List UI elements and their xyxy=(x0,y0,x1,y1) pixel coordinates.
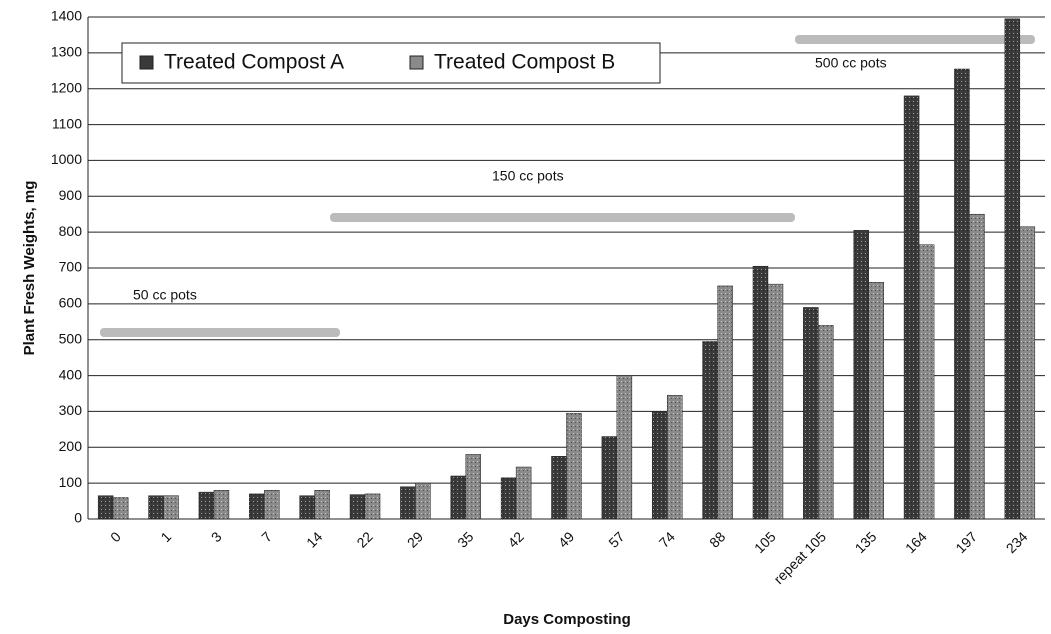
bar-texture xyxy=(652,411,668,519)
bar-texture xyxy=(853,230,869,519)
bar-texture xyxy=(667,395,683,519)
pot-bracket xyxy=(795,35,1035,44)
legend-swatch xyxy=(409,55,424,70)
legend-label: Treated Compost A xyxy=(164,51,344,74)
bar-texture xyxy=(767,284,783,519)
x-tick-label: 164 xyxy=(902,528,930,556)
y-tick-label: 1200 xyxy=(51,79,82,95)
bar-texture xyxy=(365,493,381,519)
x-axis-label: Days Composting xyxy=(503,611,631,628)
pot-bracket xyxy=(100,328,340,337)
x-tick-label: 88 xyxy=(706,528,728,550)
y-tick-label: 1300 xyxy=(51,44,82,60)
bar-texture xyxy=(551,456,567,519)
bar-texture xyxy=(954,68,970,519)
x-tick-label: 105 xyxy=(751,528,779,556)
bar-texture xyxy=(415,483,431,519)
bar-texture xyxy=(501,477,517,519)
bar-texture xyxy=(213,490,229,519)
bar-texture xyxy=(717,285,733,519)
pot-bracket xyxy=(330,213,795,222)
y-tick-label: 1000 xyxy=(51,151,82,167)
bar-texture xyxy=(314,490,330,519)
y-tick-label: 600 xyxy=(59,295,83,311)
y-tick-label: 100 xyxy=(59,474,83,490)
x-tick-label: 29 xyxy=(404,528,426,550)
legend-box xyxy=(121,42,661,84)
annotation: 500 cc pots xyxy=(815,55,887,71)
x-tick-label: 49 xyxy=(555,528,577,550)
y-tick-label: 800 xyxy=(59,223,83,239)
x-tick-label: 35 xyxy=(454,528,476,550)
y-axis-label: Plant Fresh Weights, mg xyxy=(21,181,38,356)
bar-texture xyxy=(803,307,819,519)
y-tick-label: 900 xyxy=(59,187,83,203)
bar-texture xyxy=(566,413,582,519)
y-tick-label: 0 xyxy=(74,510,82,526)
annotation: 150 cc pots xyxy=(492,168,564,184)
bar-texture xyxy=(249,493,265,519)
bar-texture xyxy=(818,325,834,519)
legend-swatch xyxy=(139,55,154,70)
x-tick-label: repeat 105 xyxy=(770,528,829,587)
bar-texture xyxy=(601,436,617,519)
x-tick-label: 197 xyxy=(952,528,980,556)
bar-texture xyxy=(98,495,114,519)
y-tick-label: 1400 xyxy=(51,8,82,24)
y-tick-label: 400 xyxy=(59,366,83,382)
bar-texture xyxy=(1019,226,1035,519)
bar-texture xyxy=(264,490,280,519)
bar-texture xyxy=(113,497,129,519)
x-tick-label: 57 xyxy=(605,528,627,550)
x-tick-label: 7 xyxy=(258,528,275,545)
bar-texture xyxy=(516,467,532,519)
bar-texture xyxy=(904,95,920,519)
x-tick-label: 14 xyxy=(303,528,325,550)
x-tick-label: 42 xyxy=(505,528,527,550)
y-tick-label: 700 xyxy=(59,259,83,275)
bar-texture xyxy=(148,495,164,519)
y-tick-label: 200 xyxy=(59,438,83,454)
bar-texture xyxy=(616,375,632,519)
y-tick-label: 500 xyxy=(59,330,83,346)
x-tick-label: 135 xyxy=(852,528,880,556)
bar-texture xyxy=(450,475,466,519)
bar-texture xyxy=(752,266,768,519)
bar-texture xyxy=(702,341,718,519)
x-tick-label: 1 xyxy=(157,528,174,545)
x-tick-label: 74 xyxy=(656,528,678,550)
legend-label: Treated Compost B xyxy=(434,51,615,74)
bar-texture xyxy=(198,492,214,519)
bar-texture xyxy=(400,486,416,519)
y-tick-label: 1100 xyxy=(52,115,82,131)
annotation: 50 cc pots xyxy=(133,287,197,303)
bar-texture xyxy=(163,495,179,519)
bar-texture xyxy=(299,495,315,519)
bar-texture xyxy=(868,282,884,519)
bar-texture xyxy=(1004,18,1020,520)
bar-texture xyxy=(465,454,481,519)
x-tick-label: 0 xyxy=(107,528,124,545)
bar-texture xyxy=(350,494,366,519)
bar-texture xyxy=(969,214,985,519)
x-tick-label: 3 xyxy=(208,528,225,545)
x-tick-label: 234 xyxy=(1003,528,1031,556)
x-tick-label: 22 xyxy=(353,528,375,550)
y-tick-label: 300 xyxy=(59,402,83,418)
bar-texture xyxy=(919,244,935,519)
